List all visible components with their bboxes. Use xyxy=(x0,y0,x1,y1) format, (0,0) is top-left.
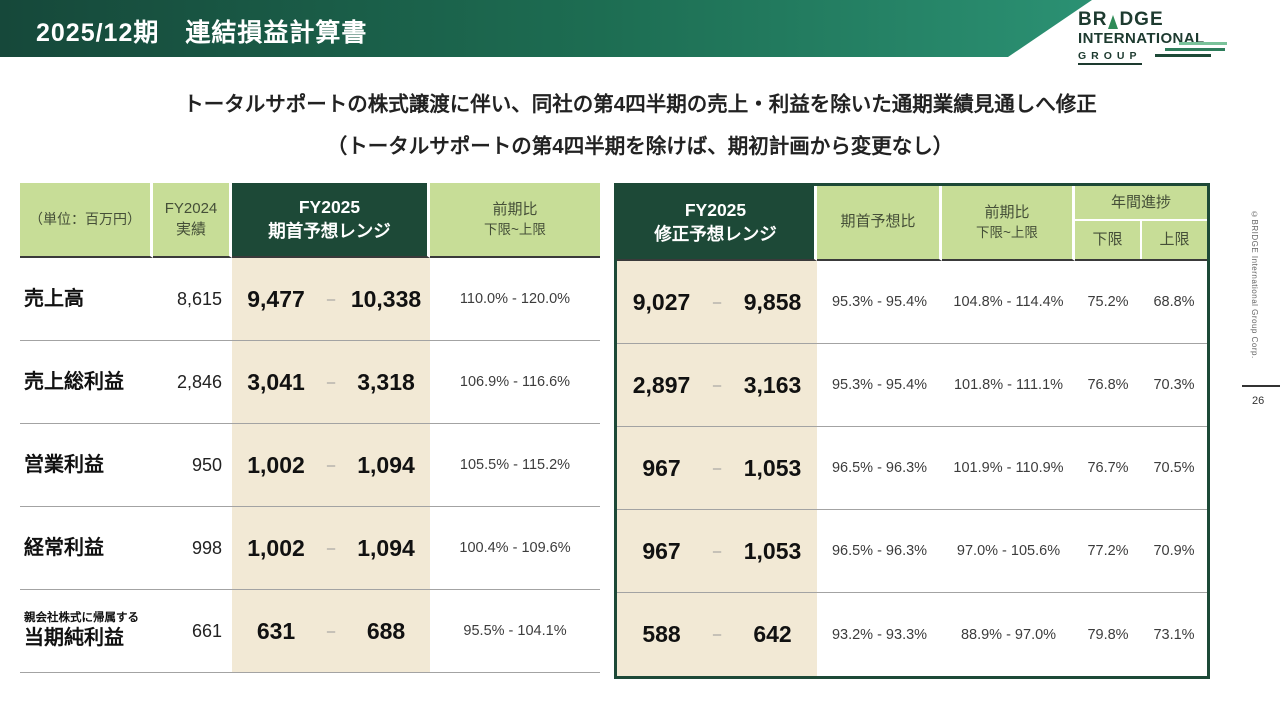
progress-lower-value: 77.2% xyxy=(1075,510,1141,593)
unit-label-cell: （単位：百万円） xyxy=(20,183,153,258)
pl-row-label: 経常利益 xyxy=(20,507,153,590)
revised-yoy-value: 97.0% - 105.6% xyxy=(942,510,1075,593)
initial-yoy-value: 106.9% - 116.6% xyxy=(430,341,600,424)
page-title: 2025/12期 連結損益計算書 xyxy=(36,19,368,47)
progress-lower-value: 79.8% xyxy=(1087,626,1129,643)
revised-forecast-table: FY2025 修正予想レンジ 期首予想比 前期比 下限~上限 年間進捗 下限 上限 … xyxy=(614,183,1210,679)
slide-header-bar xyxy=(0,0,1092,57)
copyright-text: ©BRIDGE International Group Corp. xyxy=(1250,210,1259,359)
revised-forecast-range: 588–642 xyxy=(617,593,817,676)
pl-row-label: 営業利益 xyxy=(20,424,153,507)
col-header-fy2024: FY2024 実績 xyxy=(153,183,232,258)
progress-upper-value: 70.9% xyxy=(1141,510,1207,593)
logo-bridge-text: BR DGE xyxy=(1078,9,1164,30)
initial-yoy-value: 105.5% - 115.2% xyxy=(430,424,600,507)
initial-forecast-range: 3,041–3,318 xyxy=(232,341,430,424)
progress-lower-value: 76.8% xyxy=(1075,344,1141,427)
fy2024-actual-value: 950 xyxy=(153,424,232,507)
initial-forecast-range: 631–688 xyxy=(232,590,430,673)
vs-initial-value: 93.2% - 93.3% xyxy=(831,626,928,643)
fy2024-actual-value: 2,846 xyxy=(153,341,232,424)
col-header-progress-upper: 上限 xyxy=(1159,231,1190,248)
col-header-fy2025-initial-range: FY2025 期首予想レンジ xyxy=(232,183,430,258)
slide-message-line2: （トータルサポートの第4四半期を除けば、期初計画から変更なし） xyxy=(326,135,954,159)
logo-group-text: GROUP xyxy=(1078,50,1142,65)
col-header-progress-lower: 下限 xyxy=(1075,221,1142,259)
fy2024-actual-value: 661 xyxy=(153,590,232,673)
revised-forecast-range: 967–1,053 xyxy=(617,427,817,510)
pl-row-label: 売上高 xyxy=(20,258,153,341)
col-header-annual-progress: 年間進捗 下限 上限 xyxy=(1075,186,1207,261)
revised-forecast-range: 2,897–3,163 xyxy=(617,344,817,427)
vs-initial-value: 95.3% - 95.4% xyxy=(817,261,942,344)
progress-upper-value: 70.5% xyxy=(1141,427,1207,510)
fy2024-actual-value: 998 xyxy=(153,507,232,590)
pl-row-label: 売上総利益 xyxy=(20,341,153,424)
revised-yoy-value: 88.9% - 97.0% xyxy=(960,626,1057,643)
revised-yoy-value: 101.9% - 110.9% xyxy=(942,427,1075,510)
progress-upper-value: 70.3% xyxy=(1141,344,1207,427)
progress-upper-value: 73.1% xyxy=(1153,626,1195,643)
initial-yoy-value: 100.4% - 109.6% xyxy=(430,507,600,590)
col-header-vs-initial: 期首予想比 xyxy=(817,186,942,261)
logo-international-text: INTERNATIONAL xyxy=(1078,29,1205,47)
pl-row-label: 親会社株式に帰属する 当期純利益 xyxy=(20,590,153,673)
slide-message: トータルサポートの株式譲渡に伴い、同社の第4四半期の売上・利益を除いた通期業績見… xyxy=(0,84,1280,168)
progress-lower-value: 75.2% xyxy=(1075,261,1141,344)
revised-forecast-range: 967–1,053 xyxy=(617,510,817,593)
fy2024-actual-value: 8,615 xyxy=(153,258,232,341)
col-header-yoy: 前期比 下限~上限 xyxy=(430,183,600,258)
vs-initial-value: 95.3% - 95.4% xyxy=(817,344,942,427)
initial-forecast-range: 9,477–10,338 xyxy=(232,258,430,341)
vs-initial-value: 96.5% - 96.3% xyxy=(817,510,942,593)
initial-yoy-value: 95.5% - 104.1% xyxy=(430,590,600,673)
page-number-divider xyxy=(1242,385,1280,387)
revised-yoy-value: 104.8% - 114.4% xyxy=(942,261,1075,344)
progress-lower-value: 76.7% xyxy=(1075,427,1141,510)
revised-forecast-range: 9,027–9,858 xyxy=(617,261,817,344)
revised-yoy-value: 101.8% - 111.1% xyxy=(942,344,1075,427)
col-header-revised-yoy: 前期比 下限~上限 xyxy=(942,186,1075,261)
logo-dashes-icon xyxy=(1155,42,1230,57)
initial-forecast-range: 1,002–1,094 xyxy=(232,424,430,507)
col-header-fy2025-revised-range: FY2025 修正予想レンジ xyxy=(617,186,817,261)
company-logo: BR DGE INTERNATIONAL GROUP xyxy=(1078,10,1228,65)
page-number: 26 xyxy=(1252,395,1265,407)
tree-icon xyxy=(1108,14,1119,29)
initial-yoy-value: 110.0% - 120.0% xyxy=(430,258,600,341)
vs-initial-value: 96.5% - 96.3% xyxy=(817,427,942,510)
initial-forecast-table: （単位：百万円） FY2024 実績 FY2025 期首予想レンジ 前期比 下限~上限… xyxy=(20,183,600,673)
progress-upper-value: 68.8% xyxy=(1141,261,1207,344)
initial-forecast-range: 1,002–1,094 xyxy=(232,507,430,590)
slide-message-line1: トータルサポートの株式譲渡に伴い、同社の第4四半期の売上・利益を除いた通期業績見… xyxy=(183,93,1097,116)
